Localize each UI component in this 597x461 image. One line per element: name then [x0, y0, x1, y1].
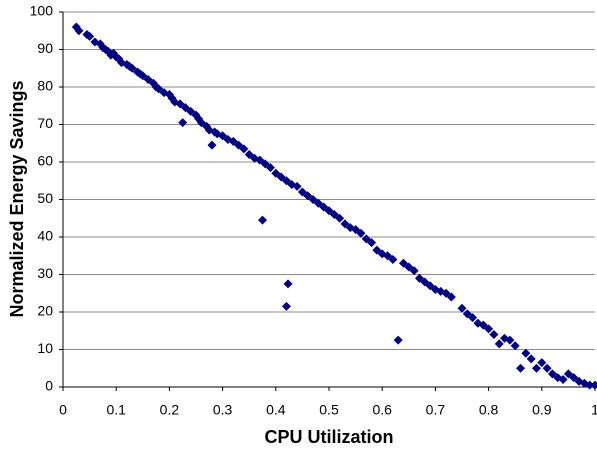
y-tick-label: 50: [37, 190, 53, 206]
point: [521, 349, 530, 358]
point: [394, 336, 403, 345]
y-tick-label: 30: [37, 265, 53, 281]
point: [516, 364, 525, 373]
point: [495, 339, 504, 348]
x-tick-label: 0.8: [479, 402, 499, 418]
y-tick-label: 60: [37, 153, 53, 169]
point: [258, 216, 267, 225]
point: [537, 358, 546, 367]
point: [282, 302, 291, 311]
x-tick-label: 0: [59, 402, 67, 418]
x-axis-title: CPU Utilization: [265, 427, 394, 447]
x-tick-label: 0.9: [532, 402, 552, 418]
y-tick-label: 100: [30, 3, 54, 19]
point: [527, 354, 536, 363]
x-tick-label: 0.2: [160, 402, 180, 418]
y-axis-title: Normalized Energy Savings: [7, 80, 27, 317]
point: [591, 381, 597, 390]
point: [489, 330, 498, 339]
y-tick-label: 90: [37, 40, 53, 56]
x-tick-label: 0.3: [213, 402, 233, 418]
y-tick-label: 40: [37, 228, 53, 244]
point: [532, 364, 541, 373]
point: [284, 279, 293, 288]
point: [178, 118, 187, 127]
y-tick-label: 80: [37, 78, 53, 94]
x-tick-label: 0.6: [372, 402, 392, 418]
y-tick-label: 70: [37, 115, 53, 131]
point: [458, 304, 467, 313]
x-tick-label: 0.4: [266, 402, 286, 418]
x-tick-label: 0.1: [106, 402, 126, 418]
point: [543, 364, 552, 373]
y-tick-label: 20: [37, 303, 53, 319]
point: [207, 141, 216, 150]
y-tick-label: 10: [37, 340, 53, 356]
x-tick-label: 0.7: [426, 402, 446, 418]
x-tick-label: 0.5: [319, 402, 339, 418]
y-tick-label: 0: [45, 378, 53, 394]
point: [511, 341, 520, 350]
x-tick-label: 1: [591, 402, 597, 418]
